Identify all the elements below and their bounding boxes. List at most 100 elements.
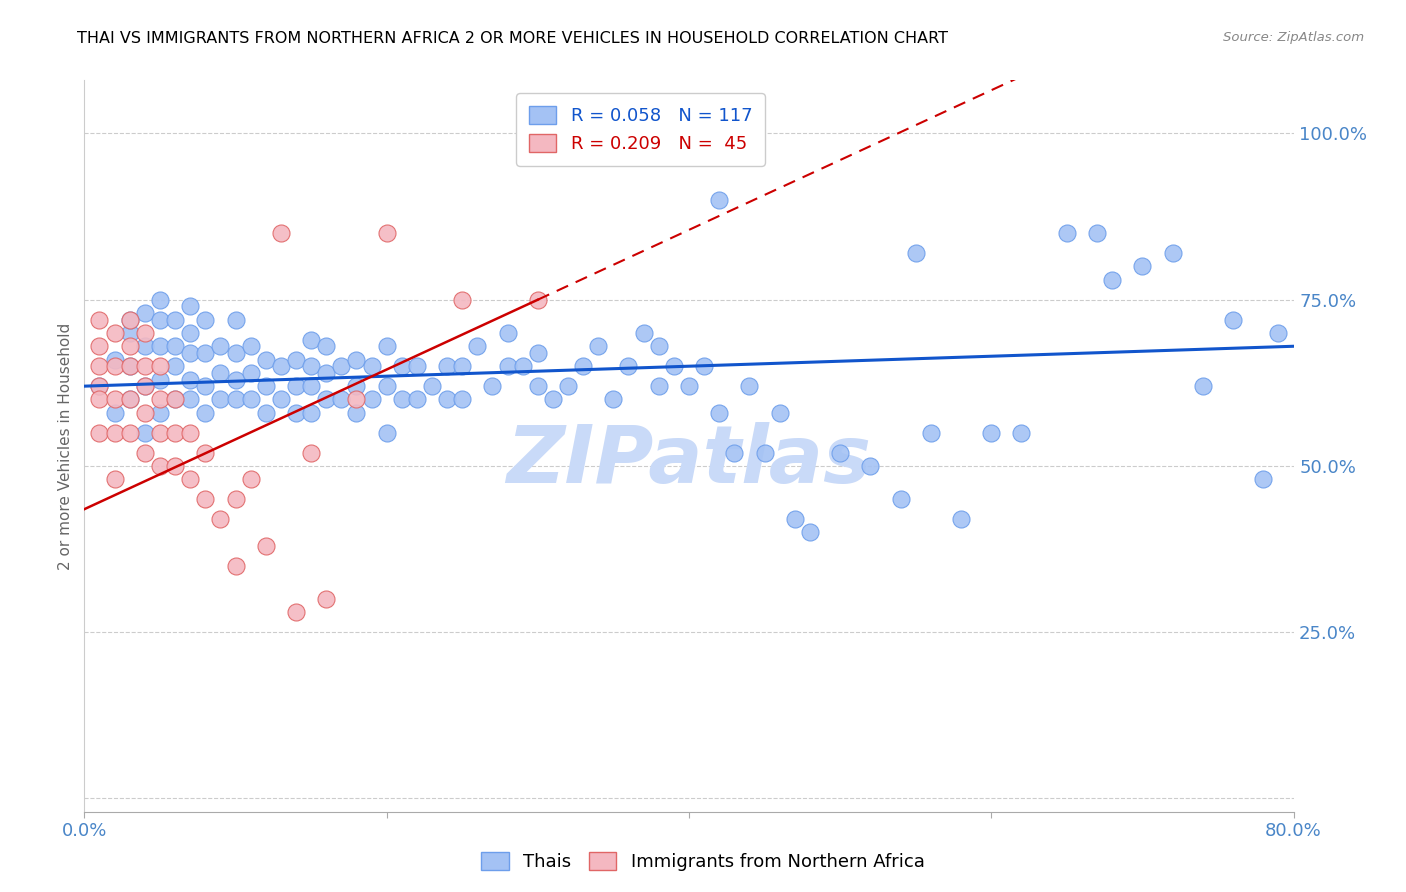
Point bbox=[633, 326, 655, 340]
Y-axis label: 2 or more Vehicles in Household: 2 or more Vehicles in Household bbox=[58, 322, 73, 570]
Point bbox=[496, 326, 519, 340]
Point bbox=[1192, 379, 1215, 393]
Point bbox=[541, 392, 564, 407]
Point bbox=[527, 346, 550, 360]
Point bbox=[1130, 260, 1153, 274]
Point bbox=[89, 379, 111, 393]
Point bbox=[118, 392, 141, 407]
Point bbox=[118, 326, 141, 340]
Point bbox=[179, 299, 201, 313]
Point bbox=[330, 359, 353, 374]
Point bbox=[360, 359, 382, 374]
Point bbox=[1267, 326, 1289, 340]
Point bbox=[346, 379, 368, 393]
Point bbox=[134, 359, 156, 374]
Point bbox=[149, 339, 172, 353]
Point bbox=[467, 339, 489, 353]
Point bbox=[225, 346, 247, 360]
Point bbox=[1222, 312, 1244, 326]
Point bbox=[451, 293, 474, 307]
Point bbox=[254, 352, 277, 367]
Point bbox=[754, 445, 776, 459]
Point bbox=[118, 312, 141, 326]
Point bbox=[134, 445, 156, 459]
Point bbox=[1056, 226, 1078, 240]
Point bbox=[859, 458, 882, 473]
Point bbox=[346, 352, 368, 367]
Point bbox=[118, 392, 141, 407]
Point bbox=[406, 392, 429, 407]
Point bbox=[118, 339, 141, 353]
Point bbox=[165, 458, 187, 473]
Point bbox=[134, 406, 156, 420]
Point bbox=[149, 392, 172, 407]
Point bbox=[179, 372, 201, 386]
Point bbox=[709, 406, 731, 420]
Point bbox=[118, 359, 141, 374]
Point bbox=[149, 372, 172, 386]
Point bbox=[391, 359, 413, 374]
Point bbox=[375, 226, 398, 240]
Point bbox=[239, 339, 262, 353]
Point bbox=[512, 359, 534, 374]
Point bbox=[104, 406, 127, 420]
Point bbox=[194, 379, 217, 393]
Point bbox=[179, 392, 201, 407]
Point bbox=[149, 312, 172, 326]
Point bbox=[134, 379, 156, 393]
Point bbox=[980, 425, 1002, 440]
Legend: Thais, Immigrants from Northern Africa: Thais, Immigrants from Northern Africa bbox=[474, 845, 932, 879]
Point bbox=[270, 392, 292, 407]
Point bbox=[451, 392, 474, 407]
Point bbox=[299, 379, 322, 393]
Point bbox=[1085, 226, 1108, 240]
Point bbox=[950, 512, 973, 526]
Point bbox=[420, 379, 443, 393]
Point bbox=[179, 472, 201, 486]
Point bbox=[149, 458, 172, 473]
Point bbox=[194, 445, 217, 459]
Point bbox=[1161, 246, 1184, 260]
Point bbox=[89, 359, 111, 374]
Point bbox=[375, 339, 398, 353]
Point bbox=[315, 366, 337, 380]
Point bbox=[118, 425, 141, 440]
Point bbox=[165, 312, 187, 326]
Point bbox=[783, 512, 806, 526]
Point bbox=[209, 512, 232, 526]
Point bbox=[285, 379, 308, 393]
Point bbox=[330, 392, 353, 407]
Point bbox=[209, 339, 232, 353]
Point bbox=[225, 492, 247, 507]
Point bbox=[254, 539, 277, 553]
Point bbox=[406, 359, 429, 374]
Point bbox=[285, 352, 308, 367]
Point bbox=[436, 392, 458, 407]
Point bbox=[451, 359, 474, 374]
Point bbox=[134, 326, 156, 340]
Point bbox=[436, 359, 458, 374]
Point bbox=[648, 339, 671, 353]
Point bbox=[209, 366, 232, 380]
Point bbox=[602, 392, 624, 407]
Point bbox=[239, 366, 262, 380]
Point bbox=[225, 558, 247, 573]
Point bbox=[134, 379, 156, 393]
Point bbox=[346, 406, 368, 420]
Point bbox=[299, 406, 322, 420]
Point bbox=[179, 346, 201, 360]
Point bbox=[481, 379, 503, 393]
Point bbox=[904, 246, 927, 260]
Point bbox=[662, 359, 685, 374]
Point bbox=[360, 392, 382, 407]
Point bbox=[315, 591, 337, 606]
Point bbox=[118, 359, 141, 374]
Point bbox=[572, 359, 595, 374]
Point bbox=[179, 425, 201, 440]
Point bbox=[194, 346, 217, 360]
Point bbox=[890, 492, 912, 507]
Point bbox=[149, 359, 172, 374]
Point bbox=[179, 326, 201, 340]
Point bbox=[285, 406, 308, 420]
Point bbox=[194, 492, 217, 507]
